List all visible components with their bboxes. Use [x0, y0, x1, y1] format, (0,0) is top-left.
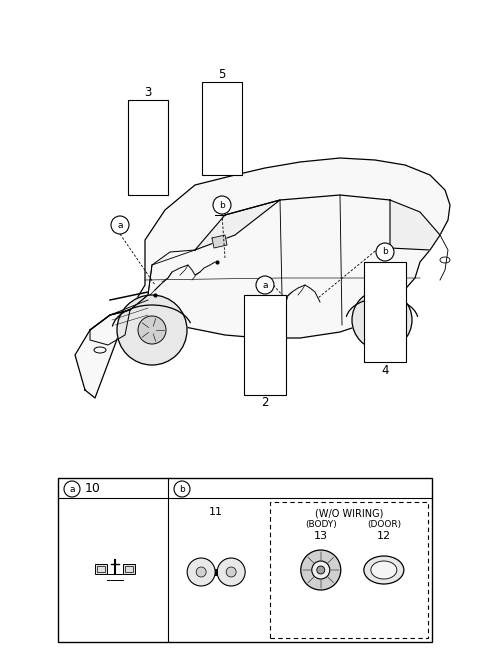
Bar [123, 564, 135, 574]
Text: b: b [219, 200, 225, 210]
Text: b: b [382, 248, 388, 257]
Circle shape [301, 550, 341, 590]
Text: (DOOR): (DOOR) [367, 521, 401, 529]
Bar [128, 100, 168, 195]
Polygon shape [212, 235, 227, 248]
Circle shape [213, 196, 231, 214]
Circle shape [111, 216, 129, 234]
Bar [97, 566, 105, 572]
Circle shape [138, 316, 166, 344]
Circle shape [376, 243, 394, 261]
Text: 12: 12 [377, 531, 391, 541]
Ellipse shape [364, 556, 404, 584]
Bar [202, 82, 242, 175]
Circle shape [187, 558, 215, 586]
Polygon shape [75, 158, 450, 398]
Circle shape [117, 295, 187, 365]
Ellipse shape [371, 561, 397, 579]
Circle shape [226, 567, 236, 577]
Text: a: a [69, 485, 75, 493]
Text: 5: 5 [218, 69, 226, 81]
Text: 10: 10 [85, 481, 101, 495]
Text: (W/O WIRING): (W/O WIRING) [315, 508, 384, 518]
Circle shape [370, 308, 394, 332]
Text: 11: 11 [209, 507, 223, 517]
Text: a: a [262, 280, 268, 290]
Circle shape [64, 481, 80, 497]
Bar [125, 566, 133, 572]
Bar [58, 478, 432, 642]
Text: 13: 13 [314, 531, 328, 541]
Text: 4: 4 [381, 364, 389, 377]
Circle shape [196, 567, 206, 577]
Text: a: a [117, 221, 123, 229]
Text: 2: 2 [261, 396, 269, 409]
Polygon shape [390, 200, 440, 250]
Circle shape [317, 566, 325, 574]
Bar [244, 295, 286, 395]
Polygon shape [195, 200, 280, 250]
Text: 3: 3 [144, 86, 152, 100]
Circle shape [256, 276, 274, 294]
Circle shape [352, 290, 412, 350]
Circle shape [312, 561, 330, 579]
Bar [364, 262, 406, 362]
Circle shape [217, 558, 245, 586]
Text: b: b [179, 485, 185, 493]
Text: (BODY): (BODY) [305, 521, 336, 529]
Bar [95, 564, 107, 574]
Bar [270, 502, 428, 638]
Circle shape [174, 481, 190, 497]
